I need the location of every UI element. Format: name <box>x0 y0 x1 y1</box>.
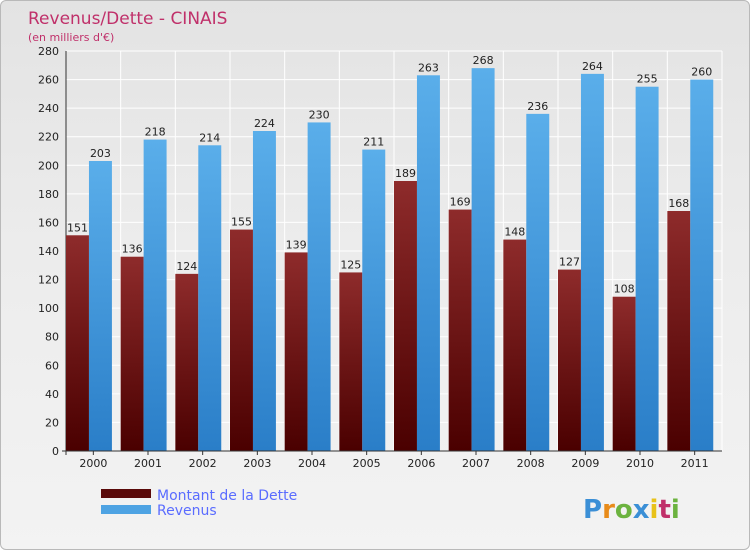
x-tick-label: 2004 <box>298 457 326 470</box>
bar-dette <box>230 229 253 451</box>
y-tick-label: 80 <box>45 331 59 344</box>
y-tick-label: 280 <box>38 45 59 58</box>
x-tick-label: 2001 <box>134 457 162 470</box>
x-tick-label: 2005 <box>353 457 381 470</box>
bar-revenus <box>252 131 276 451</box>
bar-dette <box>612 296 636 451</box>
y-tick-label: 180 <box>38 188 59 201</box>
bar-dette <box>284 252 308 451</box>
bar-dette <box>558 269 581 451</box>
x-axis: 2000 2001 2002 2003 2004 2005 2006 2007 2008 2009… <box>62 450 722 470</box>
y-tick-label: 220 <box>38 131 59 144</box>
data-label-dette: 148 <box>504 226 525 239</box>
data-label-revenus: 268 <box>473 54 494 67</box>
bar-dette <box>503 239 527 451</box>
bar-revenus <box>526 113 550 451</box>
x-tick-label: 2000 <box>79 457 107 470</box>
x-tick-label: 2011 <box>681 457 709 470</box>
bar-dette <box>339 272 363 451</box>
bar-revenus <box>362 149 386 452</box>
bar-dette <box>66 235 89 451</box>
y-tick-label: 120 <box>38 274 59 287</box>
x-tick-label: 2010 <box>626 457 654 470</box>
data-label-revenus: 224 <box>254 117 275 130</box>
data-label-dette: 125 <box>340 258 361 271</box>
data-label-dette: 168 <box>668 197 689 210</box>
data-label-revenus: 264 <box>582 60 603 73</box>
x-tick-label: 2009 <box>571 457 599 470</box>
bar-dette <box>175 273 199 451</box>
bar-revenus <box>88 161 112 451</box>
svg-text:Proxiti: Proxiti <box>583 495 680 525</box>
data-label-revenus: 211 <box>363 136 384 149</box>
data-label-revenus: 203 <box>90 147 111 160</box>
data-label-dette: 151 <box>67 221 88 234</box>
data-label-dette: 124 <box>176 260 197 273</box>
y-tick-label: 20 <box>45 416 59 429</box>
bar-revenus <box>471 68 495 452</box>
legend-label-dette: Montant de la Dette <box>157 488 297 504</box>
data-label-dette: 108 <box>614 283 635 296</box>
data-label-revenus: 255 <box>637 73 658 86</box>
bar-revenus <box>416 75 440 452</box>
bar-dette <box>120 256 144 451</box>
x-tick-label: 2002 <box>189 457 217 470</box>
bar-revenus <box>307 122 331 451</box>
bar-dette <box>448 209 472 451</box>
legend-swatch-revenus <box>101 505 151 514</box>
y-tick-label: 0 <box>52 445 59 458</box>
data-labels: 151 203 136 218 124 214 155 224 139 230 125 211 189 2… <box>67 54 712 296</box>
bar-dette <box>394 181 417 451</box>
y-tick-label: 240 <box>38 102 59 115</box>
y-tick-label: 160 <box>38 216 59 229</box>
data-label-dette: 139 <box>286 238 307 251</box>
data-label-dette: 155 <box>231 216 252 229</box>
data-label-revenus: 218 <box>145 126 166 139</box>
x-tick-label: 2008 <box>517 457 545 470</box>
legend-swatch-dette <box>101 489 151 498</box>
data-label-dette: 127 <box>559 256 580 269</box>
y-tick-label: 140 <box>38 245 59 258</box>
x-tick-label: 2007 <box>462 457 490 470</box>
chart-title: Revenus/Dette - CINAIS <box>28 9 227 29</box>
data-label-dette: 189 <box>395 167 416 180</box>
bar-revenus <box>143 139 167 452</box>
data-label-revenus: 230 <box>309 108 330 121</box>
data-label-revenus: 236 <box>527 100 548 113</box>
bar-dette <box>667 211 691 451</box>
x-tick-label: 2003 <box>243 457 271 470</box>
y-tick-label: 100 <box>38 302 59 315</box>
legend: Montant de la Dette Revenus <box>101 488 297 519</box>
y-tick-label: 260 <box>38 74 59 87</box>
legend-label-revenus: Revenus <box>157 503 217 519</box>
y-axis: 0 20 40 60 80 100 120 140 160 180 200 220 240 260 280 <box>38 45 67 458</box>
bar-revenus <box>580 73 604 451</box>
bar-revenus <box>198 145 222 452</box>
chart-subtitle: (en milliers d'€) <box>28 31 114 44</box>
y-tick-label: 60 <box>45 359 59 372</box>
y-tick-label: 200 <box>38 159 59 172</box>
data-label-revenus: 263 <box>418 61 439 74</box>
bar-revenus <box>635 86 659 451</box>
data-label-dette: 169 <box>450 196 471 209</box>
y-tick-label: 40 <box>45 388 59 401</box>
bar-revenus <box>690 79 714 452</box>
proxiti-logo: Proxiti <box>583 495 680 525</box>
data-label-revenus: 214 <box>199 131 220 144</box>
data-label-dette: 136 <box>122 243 143 256</box>
data-label-revenus: 260 <box>691 66 712 79</box>
x-tick-label: 2006 <box>407 457 435 470</box>
bars <box>66 68 714 452</box>
